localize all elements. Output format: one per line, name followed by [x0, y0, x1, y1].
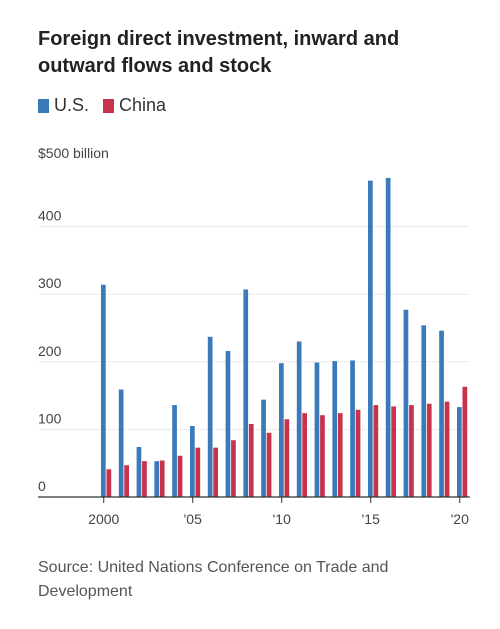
- bar-china: [231, 440, 236, 497]
- bar-china: [462, 386, 468, 497]
- bar-china: [284, 419, 290, 497]
- legend: U.S. China: [38, 95, 180, 116]
- bar-china: [106, 469, 112, 497]
- legend-label-us: U.S.: [54, 95, 90, 115]
- bar-china: [444, 401, 450, 497]
- bar-us: [243, 289, 249, 497]
- chart-title: Foreign direct investment, inward and ou…: [38, 28, 400, 77]
- legend-label-china: China: [119, 95, 167, 115]
- y-tick-label: 400: [38, 208, 62, 224]
- legend-item-us: U.S.: [38, 95, 89, 116]
- bar-china: [195, 447, 201, 497]
- legend-swatch-china: [103, 98, 115, 113]
- bar-us: [457, 407, 462, 497]
- source-note: Source: United Nations Conference on Tra…: [38, 559, 389, 600]
- bar-us: [368, 180, 373, 497]
- bar-china: [142, 461, 147, 497]
- bar-china: [337, 413, 343, 497]
- x-tick-label: '05: [184, 511, 202, 527]
- bar-china: [177, 455, 183, 497]
- y-axis-unit-label: $500 billion: [38, 145, 109, 161]
- x-tick-label: '10: [273, 511, 291, 527]
- bar-us: [314, 362, 320, 497]
- bar-us: [279, 363, 284, 497]
- bar-china: [159, 460, 165, 497]
- bar-china: [426, 403, 432, 497]
- bar-us: [421, 325, 427, 497]
- bar-us: [261, 399, 266, 497]
- x-tick-label: 2000: [88, 511, 119, 527]
- bar-china: [248, 423, 254, 497]
- bar-us: [385, 177, 391, 498]
- bar-us: [439, 330, 444, 497]
- y-tick-label: 100: [38, 410, 62, 426]
- bar-us: [190, 426, 195, 497]
- bar-china: [355, 409, 361, 497]
- legend-item-china: China: [103, 95, 166, 116]
- bar-us: [296, 341, 302, 497]
- bar-china: [213, 447, 218, 497]
- x-tick-label: '20: [451, 511, 469, 527]
- bar-us: [225, 350, 231, 497]
- bar-us: [172, 405, 177, 497]
- bar-us: [101, 284, 106, 497]
- legend-swatch-us: [38, 98, 49, 113]
- bar-china: [320, 415, 325, 497]
- bar-china: [124, 465, 129, 497]
- bar-us: [207, 336, 213, 497]
- bar-us: [350, 360, 355, 497]
- y-tick-label: 0: [38, 478, 46, 494]
- y-tick-label: 300: [38, 275, 62, 291]
- bar-us: [136, 446, 142, 497]
- bar-china: [302, 413, 307, 497]
- bar-us: [118, 389, 124, 497]
- bar-china: [373, 405, 379, 497]
- bar-us: [403, 309, 409, 497]
- bar-china: [391, 406, 396, 497]
- bar-china: [409, 405, 414, 497]
- bar-us: [154, 461, 160, 497]
- bar-china: [266, 432, 272, 497]
- bar-us: [332, 361, 338, 497]
- x-tick-label: '15: [362, 511, 380, 527]
- y-tick-label: 200: [38, 343, 62, 359]
